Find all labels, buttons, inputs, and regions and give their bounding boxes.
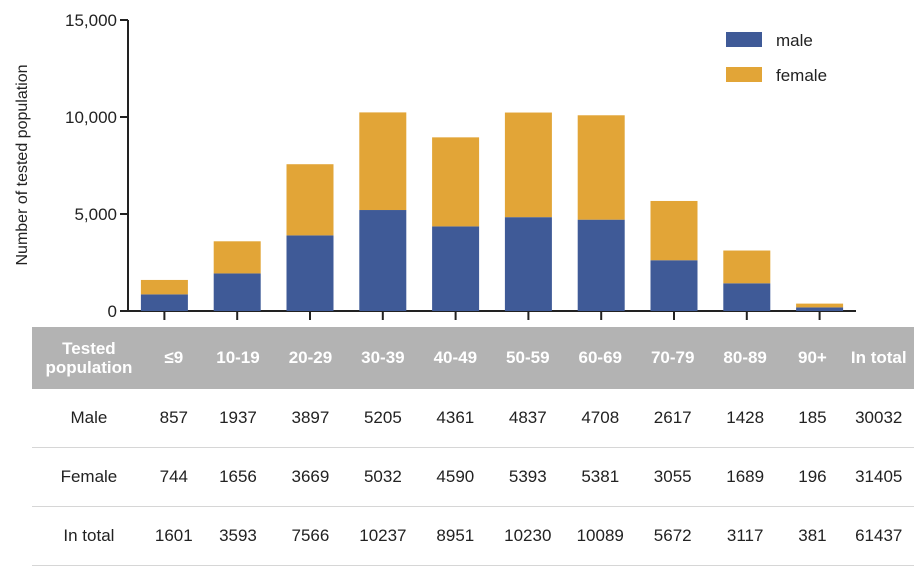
table-cell: 857 [145,389,202,448]
table-cell: 4361 [419,389,492,448]
table-cell: 5032 [346,447,420,507]
table-cell: 61437 [843,506,914,566]
bar-female-3 [286,164,334,236]
y-ticks: 0 5,000 10,000 15,000 [65,11,128,321]
table-cell: 3897 [274,389,347,448]
column-header: 40-49 [419,327,492,389]
data-table: Tested population ≤9 10-19 20-29 30-39 4… [32,327,914,566]
bar-male-2 [213,273,261,311]
table-cell: 5381 [564,447,637,507]
y-tick-label: 15,000 [65,11,117,30]
table-cell: 5393 [491,447,565,507]
bar-female-4 [359,112,407,211]
stacked-bar-chart: 0 5,000 10,000 15,000 Number of tested popu… [14,11,856,321]
bar-male-9 [723,283,771,311]
table-cell: 3669 [274,447,347,507]
bar-male-4 [359,210,407,311]
column-header: 60-69 [564,327,637,389]
legend-swatch-male [726,32,762,47]
column-header: In total [843,327,914,389]
row-label: Female [32,447,146,507]
legend-swatch-female [726,67,762,82]
table-cell: 1428 [708,389,782,448]
table-cell: 30032 [843,389,914,448]
table-cell: 185 [781,389,844,448]
table-cell: 4708 [564,389,637,448]
table-cell: 1937 [201,389,275,448]
legend-label-female: female [776,66,827,85]
column-header: 30-39 [346,327,420,389]
legend: male female [726,31,827,85]
table-cell: 7566 [274,506,347,566]
column-header: ≤9 [145,327,202,389]
bar-female-1 [140,279,188,295]
bar-female-2 [213,241,261,274]
bar-male-1 [140,294,188,311]
table-row: In total 1601 3593 7566 10237 8951 10230 10089 5… [32,506,914,566]
bar-male-3 [286,235,334,311]
bar-male-5 [432,226,480,311]
bar-male-7 [577,219,625,311]
table-cell: 1656 [201,447,275,507]
table-cell: 10237 [346,506,420,566]
table-cell: 1689 [708,447,782,507]
bar-female-6 [504,112,552,218]
table-row: Male 857 1937 3897 5205 4361 4837 4708 2617 1428 1… [32,389,914,448]
table-cell: 4837 [491,389,565,448]
bar-female-8 [650,200,698,261]
table-cell: 8951 [419,506,492,566]
row-label: Male [32,389,146,448]
bars [140,112,844,311]
bar-female-9 [723,250,771,284]
bar-male-10 [796,307,844,311]
table-cell: 10089 [564,506,637,566]
y-tick-label: 5,000 [74,205,117,224]
column-header: 50-59 [491,327,565,389]
bar-female-10 [796,303,844,308]
table-body: Male 857 1937 3897 5205 4361 4837 4708 2617 1428 1… [32,389,914,566]
bar-female-7 [577,115,625,220]
y-axis-title: Number of tested population [14,64,31,265]
table-cell: 1601 [145,506,202,566]
column-header: 80-89 [708,327,782,389]
column-header: 90+ [781,327,844,389]
table-cell: 5672 [636,506,709,566]
table-cell: 3055 [636,447,709,507]
bar-female-5 [432,137,480,227]
table-corner-label: Tested population [32,327,146,389]
y-tick-label: 10,000 [65,108,117,127]
column-header: 10-19 [201,327,275,389]
column-header: 20-29 [274,327,347,389]
table-header-row: Tested population ≤9 10-19 20-29 30-39 4… [32,327,914,389]
table-cell: 744 [145,447,202,507]
table-cell: 381 [781,506,844,566]
table-cell: 3593 [201,506,275,566]
bar-male-6 [504,217,552,311]
table-cell: 10230 [491,506,565,566]
table-cell: 5205 [346,389,420,448]
row-label: In total [32,506,146,566]
table-cell: 31405 [843,447,914,507]
table-row: Female 744 1656 3669 5032 4590 5393 5381 3055 168… [32,447,914,507]
table-cell: 196 [781,447,844,507]
column-header: 70-79 [636,327,709,389]
y-tick-label: 0 [108,302,117,321]
x-ticks [163,311,821,320]
table-cell: 3117 [708,506,782,566]
legend-label-male: male [776,31,813,50]
bar-male-8 [650,260,698,311]
table-cell: 4590 [419,447,492,507]
table-cell: 2617 [636,389,709,448]
